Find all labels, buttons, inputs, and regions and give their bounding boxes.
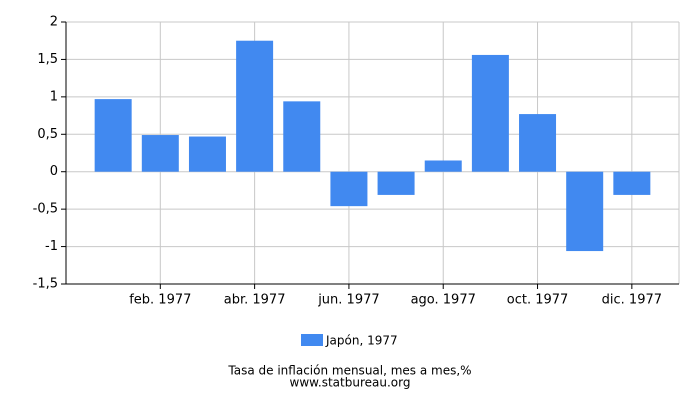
x-tick-label: ago. 1977 (411, 293, 476, 308)
caption: Tasa de inflación mensual, mes a mes,% (227, 364, 471, 378)
x-tick-label: dic. 1977 (602, 293, 662, 308)
y-tick-label: 1 (50, 89, 58, 104)
source: www.statbureau.org (290, 376, 411, 390)
bar (471, 54, 509, 172)
bar (377, 171, 415, 195)
y-tick-label: -1,5 (33, 277, 58, 292)
bar (566, 171, 604, 252)
bar (283, 101, 321, 172)
x-tick-label: feb. 1977 (129, 293, 191, 308)
bar (236, 40, 274, 172)
bar (188, 136, 226, 172)
bar (424, 160, 462, 172)
bar (141, 135, 179, 172)
y-tick-label: -0,5 (33, 202, 58, 217)
y-tick-label: 0 (50, 164, 58, 179)
x-tick-label: abr. 1977 (224, 293, 286, 308)
bar (330, 171, 368, 207)
legend-swatch (301, 334, 323, 346)
bar (519, 114, 557, 172)
y-tick-label: 0,5 (37, 127, 58, 142)
x-tick-label: jun. 1977 (317, 293, 379, 308)
bar (613, 171, 651, 195)
y-tick-label: -1 (45, 239, 58, 254)
y-tick-label: 2 (50, 15, 58, 30)
y-tick-label: 1,5 (37, 52, 58, 67)
x-tick-label: oct. 1977 (507, 293, 569, 308)
bar (94, 99, 132, 172)
legend-label: Japón, 1977 (325, 334, 398, 348)
